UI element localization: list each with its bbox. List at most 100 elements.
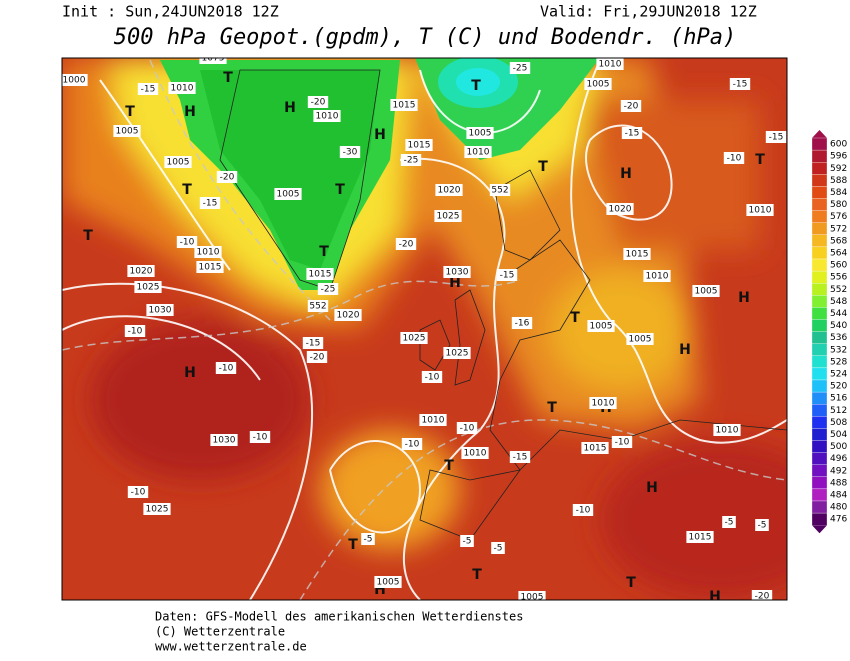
label-box: [746, 204, 774, 216]
scale-swatch: [811, 137, 828, 151]
label-box: [755, 519, 769, 531]
scale-label: 552: [830, 285, 847, 295]
contour-label: 1010: [171, 84, 194, 94]
scale-swatch: [811, 149, 828, 163]
pressure-center: T: [755, 152, 765, 168]
label-box: [249, 431, 271, 443]
contour-label: -15: [203, 199, 218, 209]
scale-label: 492: [830, 466, 847, 476]
contour-label: 1025: [446, 349, 469, 359]
label-box: [113, 125, 141, 137]
contour-label: 1015: [309, 270, 332, 280]
label-box: [127, 486, 149, 498]
scale-label: 508: [830, 418, 847, 428]
scale-label: 536: [830, 333, 847, 343]
contour-label: 1005: [590, 322, 613, 332]
map-field: HTTHTTTTHTHTHHTHTHTTTHHHTTH1000100510051…: [62, 58, 787, 603]
label-box: [623, 248, 651, 260]
scale-label: 540: [830, 321, 847, 331]
scale-swatch: [811, 464, 828, 477]
label-box: [194, 246, 222, 258]
label-box: [626, 333, 654, 345]
label-box: [390, 99, 418, 111]
footer-source: Daten: GFS-Modell des amerikanischen Wet…: [155, 610, 523, 624]
contour-label: 1015: [689, 533, 712, 543]
contour-label: 1010: [464, 449, 487, 459]
pressure-center: H: [184, 104, 196, 120]
contour-label: 1005: [116, 127, 139, 137]
scale-swatch: [811, 476, 828, 490]
scale-label: 504: [830, 430, 847, 440]
label-box: [587, 320, 615, 332]
contour-label: -10: [128, 327, 143, 337]
contour-label: 1025: [437, 212, 460, 222]
scale-label: 500: [830, 442, 847, 452]
scale-swatch: [811, 428, 828, 441]
scale-label: 576: [830, 212, 847, 222]
scale-label: 476: [830, 515, 847, 525]
contour-label: 1005: [277, 190, 300, 200]
contour-label: -10: [131, 488, 146, 498]
label-box: [400, 332, 428, 344]
contour-label: -10: [576, 506, 591, 516]
scale-label: 516: [830, 394, 847, 404]
pressure-center: T: [182, 182, 192, 198]
pressure-center: T: [335, 182, 345, 198]
contour-label: 1010: [716, 426, 739, 436]
label-box: [210, 434, 238, 446]
scale-cap-top: [812, 130, 827, 138]
label-box: [443, 347, 471, 359]
scale-label: 568: [830, 236, 847, 246]
contour-label: 1005: [695, 287, 718, 297]
label-box: [611, 436, 633, 448]
contour-label: 1010: [646, 272, 669, 282]
label-box: [496, 269, 518, 281]
label-box: [374, 576, 402, 588]
contour-label: 1020: [130, 267, 153, 277]
label-box: [199, 58, 227, 64]
label-box: [146, 304, 174, 316]
scale-label: 532: [830, 345, 847, 355]
contour-label: -20: [310, 353, 325, 363]
contour-label: -20: [399, 240, 414, 250]
contour-label: 552: [491, 186, 508, 196]
pressure-center: H: [738, 290, 750, 306]
contour-label: 1005: [469, 129, 492, 139]
label-box: [765, 131, 787, 143]
pressure-center: T: [471, 78, 481, 94]
scale-swatch: [811, 440, 828, 453]
contour-label: -25: [321, 285, 336, 295]
contour-label: -10: [180, 238, 195, 248]
label-box: [124, 325, 146, 337]
contour-label: 1005: [167, 158, 190, 168]
contour-label: -15: [513, 453, 528, 463]
contour-label: -20: [220, 173, 235, 183]
scale-swatch: [811, 367, 828, 381]
contour-label: -10: [253, 433, 268, 443]
contour-label: 1005: [587, 80, 610, 90]
contour-label: 1015: [626, 250, 649, 260]
label-box: [723, 152, 745, 164]
label-box: [509, 451, 531, 463]
label-box: [456, 422, 478, 434]
label-box: [302, 337, 324, 349]
pressure-center: T: [444, 458, 454, 474]
scale-swatch: [811, 258, 828, 272]
contour-label: -10: [405, 440, 420, 450]
contour-label: 1005: [521, 593, 544, 603]
contour-label: 1010: [422, 416, 445, 426]
label-box: [589, 397, 617, 409]
scale-swatch: [811, 283, 828, 296]
pressure-center: H: [679, 342, 691, 358]
contour-label: -20: [624, 102, 639, 112]
label-box: [306, 351, 328, 363]
scale-swatch: [811, 343, 828, 356]
label-box: [307, 300, 329, 312]
label-box: [722, 516, 736, 528]
label-box: [62, 74, 88, 86]
scale-label: 600: [830, 140, 847, 150]
contour-label: 1030: [446, 268, 469, 278]
label-box: [621, 127, 643, 139]
scale-label: 560: [830, 261, 847, 271]
pressure-center: H: [374, 127, 386, 143]
